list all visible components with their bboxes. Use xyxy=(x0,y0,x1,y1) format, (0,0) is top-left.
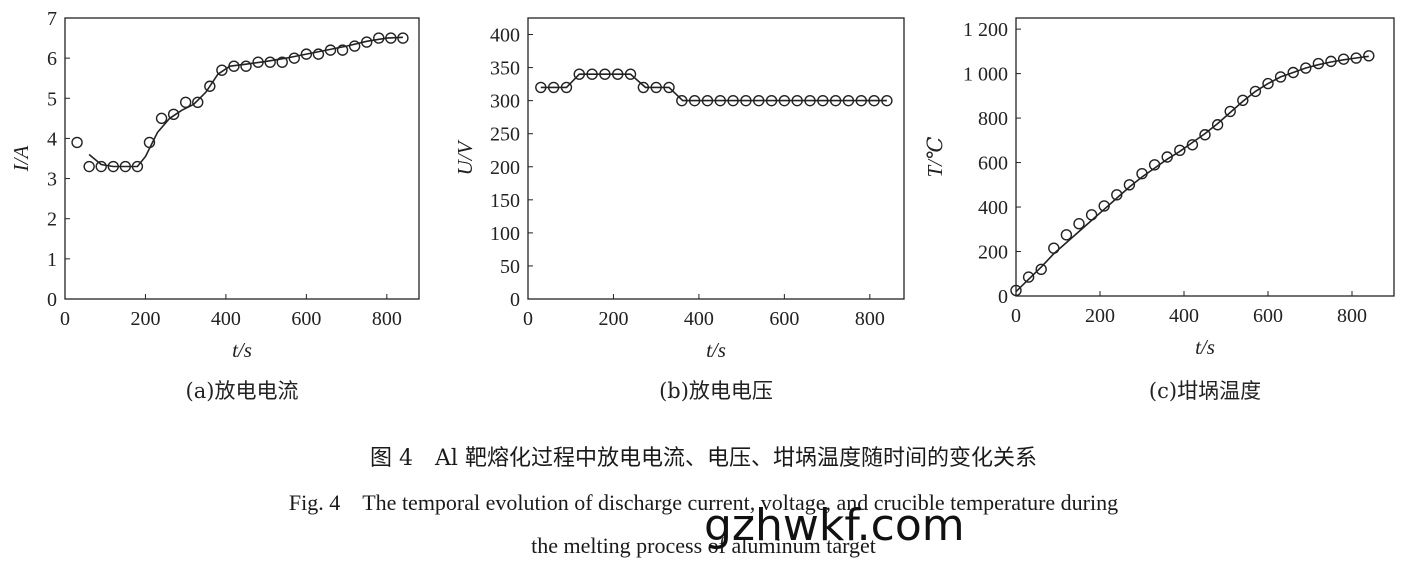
y-axis-label: U/V xyxy=(453,139,477,175)
data-point xyxy=(1274,71,1287,83)
figure-panels: 0 200 400 600 800 0 1 2 3 4 5 6 7 t/s I/A (a)放电电流 0 200 40… xyxy=(9,8,1395,403)
data-point xyxy=(1123,179,1136,191)
y-tick-label: 1 200 xyxy=(963,19,1008,41)
data-point xyxy=(1300,62,1312,74)
y-tick-label: 800 xyxy=(978,108,1008,130)
y-tick-label: 250 xyxy=(490,124,520,146)
data-point xyxy=(1262,77,1274,90)
chart-panel-2: 0 200 400 600 800 0 50 100 150 200 250 300 350 400 t/s… xyxy=(453,17,905,403)
x-tick-label: 200 xyxy=(130,308,160,330)
y-axis-label: I/A xyxy=(9,146,33,173)
data-point xyxy=(288,52,300,64)
plot-frame xyxy=(1015,17,1395,297)
y-tick-label: 350 xyxy=(490,58,520,80)
y-tick-label: 200 xyxy=(978,242,1008,264)
data-point xyxy=(1287,66,1299,79)
plot-frame xyxy=(64,17,420,300)
y-tick-label: 150 xyxy=(490,190,520,212)
x-tick-label: 200 xyxy=(598,308,628,330)
x-tick-label: 800 xyxy=(372,308,402,330)
data-point xyxy=(1174,144,1186,157)
y-tick-label: 300 xyxy=(490,91,520,113)
watermark-text: gzhwkf.com xyxy=(704,500,965,551)
data-point xyxy=(71,136,83,149)
data-point xyxy=(240,60,252,72)
data-point xyxy=(1199,129,1211,141)
data-point xyxy=(1010,284,1022,297)
data-point xyxy=(264,56,276,68)
data-point xyxy=(204,80,216,92)
panel-caption: (a)放电电流 xyxy=(186,379,299,403)
data-point xyxy=(167,108,180,121)
data-point xyxy=(1211,119,1224,131)
data-point xyxy=(1035,263,1047,276)
data-point xyxy=(1048,242,1060,254)
x-axis-label: t/s xyxy=(1195,335,1215,359)
y-tick-label: 6 xyxy=(47,48,57,70)
y-tick-label: 0 xyxy=(47,289,57,311)
data-point xyxy=(300,48,313,60)
fit-curve xyxy=(1015,55,1369,293)
x-tick-label: 600 xyxy=(291,308,321,330)
x-axis-label: t/s xyxy=(706,338,726,362)
data-point xyxy=(155,112,168,125)
x-tick-label: 400 xyxy=(684,308,714,330)
y-tick-label: 1 000 xyxy=(963,64,1008,86)
data-point xyxy=(1363,50,1375,62)
data-point xyxy=(1098,200,1110,212)
fit-curve xyxy=(88,36,403,168)
y-axis-label: T/℃ xyxy=(923,136,947,178)
figure-caption-chinese: 图 4 Al 靶熔化过程中放电电流、电压、坩埚温度随时间的变化关系 xyxy=(370,446,1037,471)
x-tick-label: 200 xyxy=(1085,305,1115,327)
data-point xyxy=(336,44,349,56)
x-tick-label: 800 xyxy=(855,308,885,330)
y-tick-label: 5 xyxy=(47,88,57,110)
x-tick-label: 0 xyxy=(1011,305,1021,327)
chart-panel-1: 0 200 400 600 800 0 1 2 3 4 5 6 7 t/s I/A (a)放电电流 xyxy=(9,8,420,403)
x-tick-label: 400 xyxy=(1169,305,1199,327)
y-tick-label: 400 xyxy=(490,25,520,47)
data-point xyxy=(276,56,288,68)
data-point xyxy=(1237,94,1249,106)
y-tick-label: 1 xyxy=(47,249,57,271)
chart-panel-3: 0 200 400 600 800 0 200 400 600 800 1 000 1 200 t/s T… xyxy=(923,17,1395,403)
data-point xyxy=(179,96,192,109)
fit-curve xyxy=(540,73,887,102)
panel-caption: (b)放电电压 xyxy=(659,379,773,403)
data-point xyxy=(216,64,228,76)
y-tick-label: 400 xyxy=(978,197,1008,219)
x-tick-label: 600 xyxy=(1253,305,1283,327)
y-tick-label: 200 xyxy=(490,157,520,179)
data-point xyxy=(192,96,204,109)
x-tick-label: 400 xyxy=(211,308,241,330)
x-tick-label: 800 xyxy=(1337,305,1367,327)
panel-caption: (c)坩埚温度 xyxy=(1149,379,1261,403)
y-tick-label: 2 xyxy=(47,209,57,231)
y-tick-label: 50 xyxy=(500,256,520,278)
y-tick-label: 100 xyxy=(490,223,520,245)
data-point xyxy=(1186,139,1199,151)
y-tick-label: 0 xyxy=(998,286,1008,308)
y-tick-label: 0 xyxy=(510,289,520,311)
x-tick-label: 0 xyxy=(523,308,533,330)
data-point xyxy=(83,160,95,173)
data-point xyxy=(1224,105,1236,118)
data-point xyxy=(1111,189,1123,201)
x-axis-label: t/s xyxy=(232,338,252,362)
x-tick-label: 0 xyxy=(60,308,70,330)
plot-frame xyxy=(527,17,905,300)
y-tick-label: 4 xyxy=(47,128,57,150)
y-tick-label: 3 xyxy=(47,169,57,191)
data-point xyxy=(95,160,107,173)
data-point xyxy=(312,48,325,60)
y-tick-label: 7 xyxy=(47,8,57,30)
figure-caption-english-line1: Fig. 4 The temporal evolution of dischar… xyxy=(288,490,1119,515)
x-tick-label: 600 xyxy=(769,308,799,330)
data-point xyxy=(1060,229,1073,241)
data-point xyxy=(1249,85,1262,98)
data-point xyxy=(1022,271,1035,283)
figure-caption-english-line2: the melting process of aluminum target xyxy=(531,533,876,558)
y-tick-label: 600 xyxy=(978,153,1008,175)
data-point xyxy=(1073,218,1085,230)
